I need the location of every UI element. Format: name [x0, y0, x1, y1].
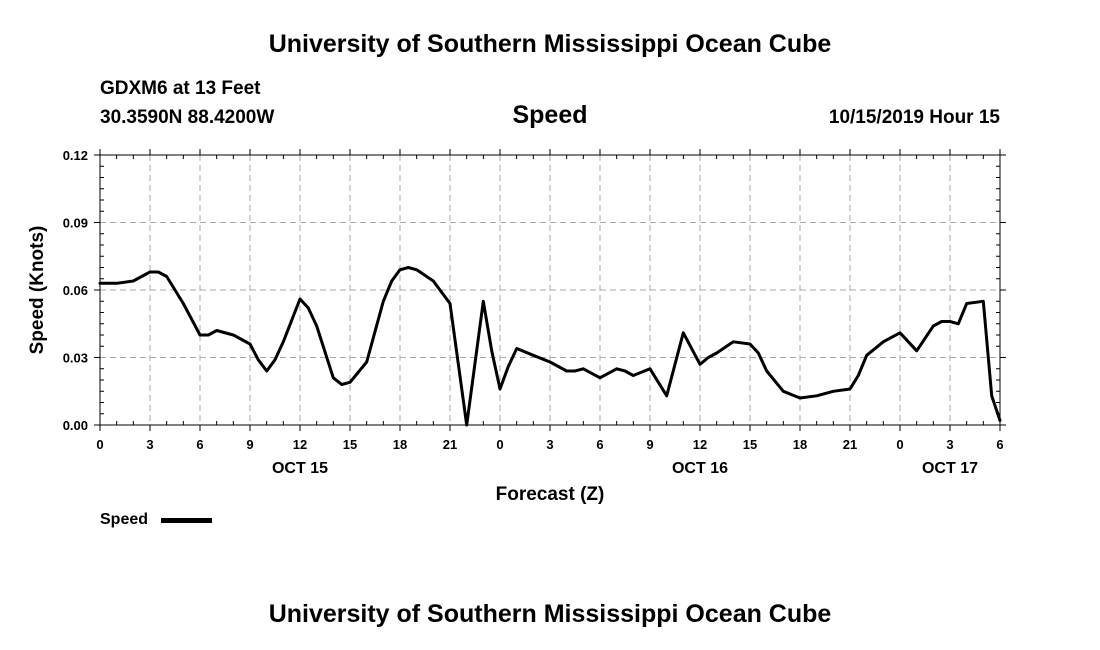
x-tick-label: 15	[343, 437, 357, 452]
x-tick-label: 18	[793, 437, 807, 452]
y-tick-label: 0.06	[63, 283, 88, 298]
page-title: University of Southern Mississippi Ocean…	[268, 30, 832, 58]
y-tick-label: 0.09	[63, 216, 88, 231]
footer-title: University of Southern Mississippi Ocean…	[268, 600, 832, 628]
forecast-datetime: 10/15/2019 Hour 15	[828, 107, 1000, 128]
y-tick-label: 0.12	[63, 148, 88, 163]
x-tick-label: 18	[393, 437, 407, 452]
y-tick-label: 0.03	[63, 351, 88, 366]
date-label: OCT 17	[922, 460, 978, 477]
minor-ticks	[100, 155, 1000, 425]
date-label: OCT 16	[672, 460, 728, 477]
grid-lines	[100, 155, 1000, 425]
x-tick-label: 3	[946, 437, 953, 452]
x-tick-label: 21	[843, 437, 857, 452]
y-axis-label: Speed (Knots)	[27, 226, 48, 355]
x-tick-label: 12	[293, 437, 307, 452]
chart-title: Speed	[512, 101, 588, 129]
x-tick-label: 6	[596, 437, 603, 452]
y-axis-ticks: 0.00 0.03 0.06 0.09 0.12	[63, 148, 1006, 433]
x-tick-label: 0	[96, 437, 103, 452]
legend-label: Speed	[100, 511, 149, 528]
x-axis-label: Forecast (Z)	[496, 484, 605, 505]
station-label: GDXM6 at 13 Feet	[100, 78, 261, 99]
x-tick-label: 3	[546, 437, 553, 452]
x-tick-label: 6	[196, 437, 203, 452]
x-axis-ticks: 0 3 6 9 12 15 18 21 0 3 6 9 12 15 18 21 0 3 6	[96, 149, 1004, 452]
x-tick-label: 3	[146, 437, 153, 452]
x-tick-label: 12	[693, 437, 707, 452]
date-labels: OCT 15 OCT 16 OCT 17	[272, 460, 978, 477]
x-tick-label: 9	[646, 437, 653, 452]
x-tick-label: 0	[896, 437, 903, 452]
legend-swatch	[161, 518, 212, 523]
series-group	[98, 266, 1002, 427]
x-tick-label: 21	[443, 437, 457, 452]
station-coordinates: 30.3590N 88.4200W	[100, 107, 275, 128]
x-tick-label: 6	[996, 437, 1003, 452]
x-tick-label: 15	[743, 437, 757, 452]
x-tick-label: 9	[246, 437, 253, 452]
series-line-speed	[98, 266, 1002, 427]
date-label: OCT 15	[272, 460, 328, 477]
x-tick-label: 0	[496, 437, 503, 452]
y-tick-label: 0.00	[63, 418, 88, 433]
